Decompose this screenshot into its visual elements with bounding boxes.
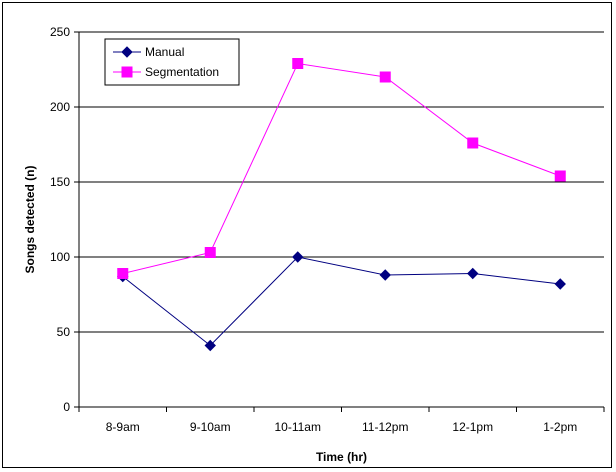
data-point-segmentation [117, 268, 129, 279]
y-tick-label: 100 [50, 250, 70, 264]
series-group [117, 58, 566, 352]
data-point-manual [379, 269, 391, 281]
axes: 0 50 100 150 200 250 8-9am 9-10am 10-11am 11-12pm… [50, 25, 605, 434]
x-tick-label: 11-12pm [362, 420, 408, 434]
x-tick-label: 8-9am [106, 420, 140, 434]
y-tick-label: 50 [57, 325, 71, 339]
y-tick-label: 250 [50, 25, 70, 39]
data-point-manual [204, 339, 216, 352]
data-point-segmentation [292, 58, 304, 69]
y-axis-title: Songs detected (n) [23, 165, 37, 273]
x-tick-label: 9-10am [190, 420, 231, 434]
data-point-segmentation [554, 170, 566, 182]
legend-label-manual: Manual [145, 45, 184, 59]
x-axis-title: Time (hr) [316, 450, 367, 464]
data-point-segmentation [379, 71, 391, 83]
legend-marker-segmentation [121, 66, 133, 78]
x-tick-label: 1-2pm [543, 420, 577, 434]
data-point-manual [467, 267, 479, 280]
series-manual [117, 251, 566, 352]
series-line-segmentation [122, 62, 561, 274]
x-tick-label: 12-1pm [452, 420, 493, 434]
data-point-segmentation [204, 247, 216, 258]
series-segmentation [117, 58, 566, 279]
legend-marker-manual [121, 46, 133, 58]
chart-area [2, 2, 612, 468]
data-point-manual [292, 251, 304, 263]
y-tick-label: 0 [63, 400, 70, 414]
data-point-segmentation [467, 137, 479, 149]
gridlines [79, 31, 604, 333]
y-tick-label: 150 [50, 175, 70, 189]
legend-label-segmentation: Segmentation [145, 65, 219, 79]
series-line-manual [122, 256, 561, 347]
x-tick-label: 10-11am [275, 420, 321, 434]
legend: Manual Segmentation [104, 38, 240, 86]
data-point-manual [554, 278, 566, 290]
y-tick-label: 200 [50, 100, 70, 114]
